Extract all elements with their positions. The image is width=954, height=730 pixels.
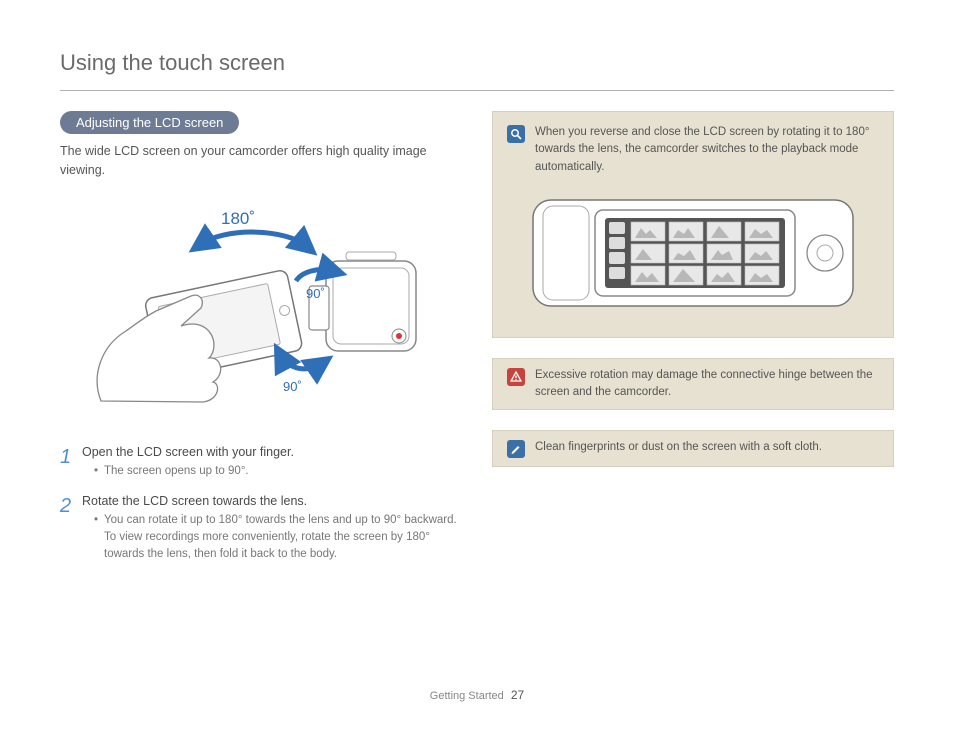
right-column: When you reverse and close the LCD scree… [492,111,894,578]
magnify-icon [507,125,525,143]
footer-section: Getting Started [430,690,504,702]
intro-text: The wide LCD screen on your camcorder of… [60,142,462,180]
info-note: When you reverse and close the LCD scree… [492,111,894,338]
playback-illustration [507,188,879,318]
step-title: Rotate the LCD screen towards the lens. [82,494,462,508]
left-column: Adjusting the LCD screen The wide LCD sc… [60,111,462,578]
step-number: 2 [60,494,82,564]
tip-note: Clean fingerprints or dust on the screen… [492,430,894,467]
steps-list: 1 Open the LCD screen with your finger. … [60,445,462,564]
step-bullet: You can rotate it up to 180° towards the… [94,512,462,564]
angle-180-label: 180˚ [221,209,255,228]
content-columns: Adjusting the LCD screen The wide LCD sc… [60,111,894,578]
tip-text: Clean fingerprints or dust on the screen… [535,439,879,456]
info-text: When you reverse and close the LCD scree… [535,124,879,176]
page-title: Using the touch screen [60,50,894,91]
warning-text: Excessive rotation may damage the connec… [535,367,879,402]
lcd-rotation-diagram: 180˚ 90˚ 90˚ [60,196,462,416]
warning-icon [507,368,525,386]
warning-note: Excessive rotation may damage the connec… [492,358,894,411]
step-1: 1 Open the LCD screen with your finger. … [60,445,462,480]
angle-90-upper-label: 90˚ [306,286,325,301]
section-pill: Adjusting the LCD screen [60,111,239,134]
angle-90-lower-label: 90˚ [283,379,302,394]
page-number: 27 [511,688,524,702]
step-number: 1 [60,445,82,480]
step-2: 2 Rotate the LCD screen towards the lens… [60,494,462,564]
note-icon [507,440,525,458]
step-bullet: The screen opens up to 90°. [94,463,462,480]
step-title: Open the LCD screen with your finger. [82,445,462,459]
page-footer: Getting Started 27 [0,688,954,702]
